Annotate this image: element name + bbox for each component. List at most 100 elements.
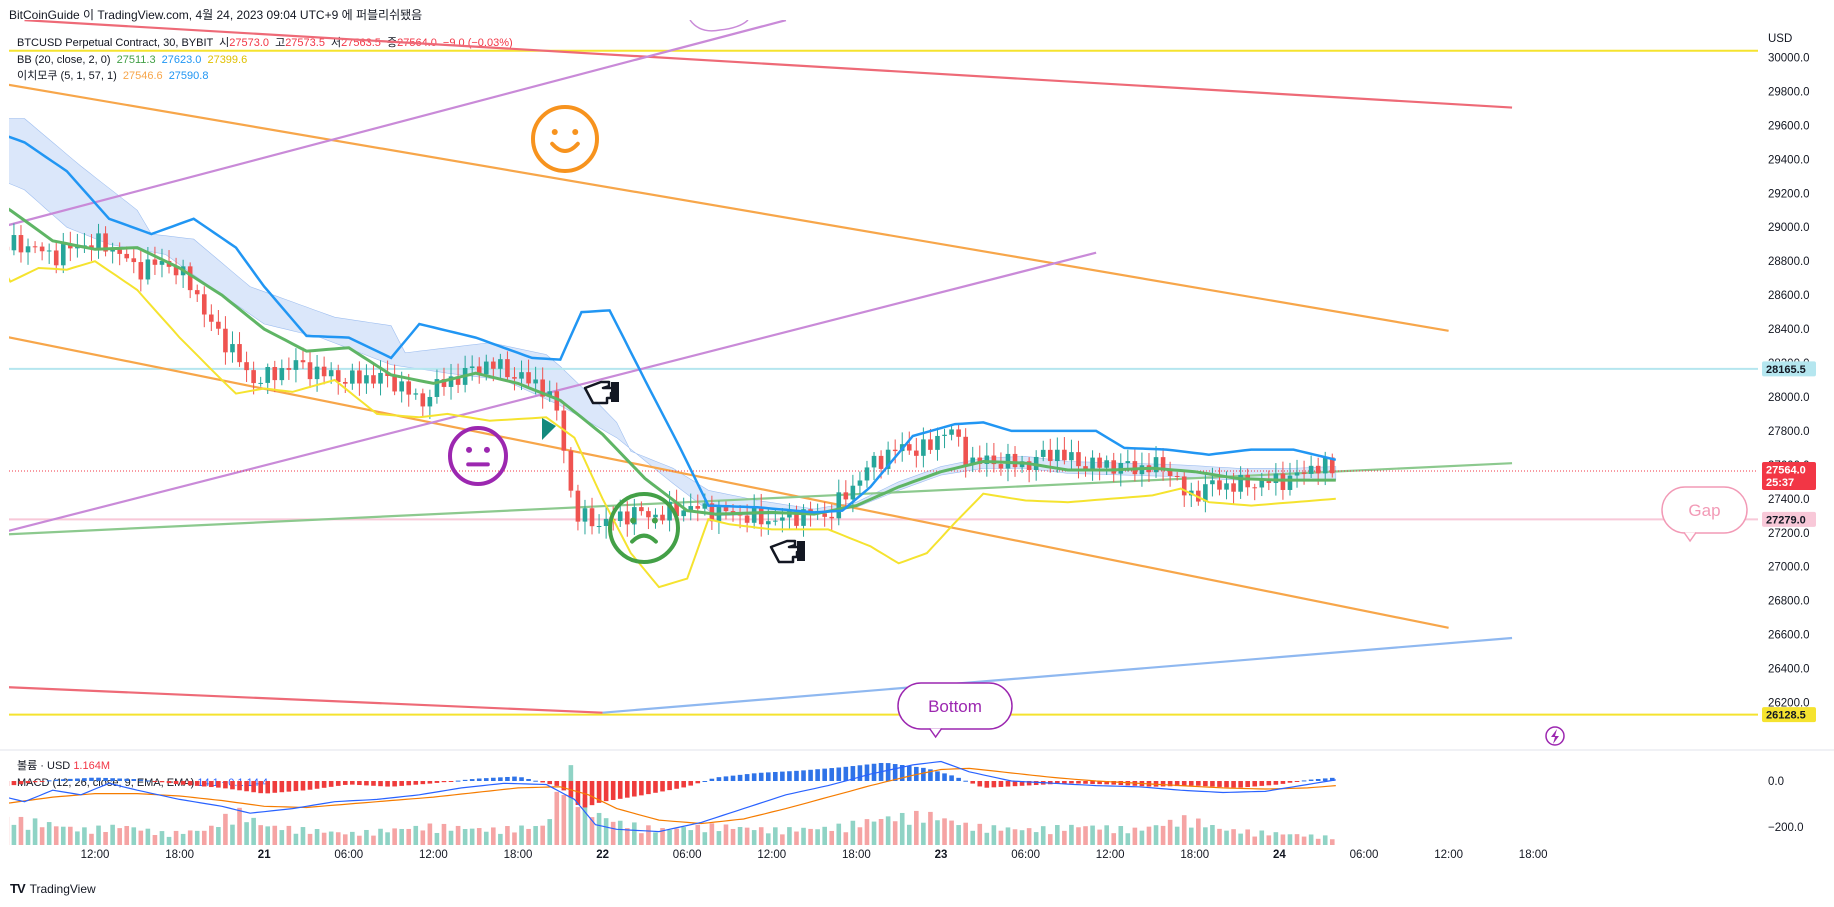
volume-bar	[850, 820, 856, 845]
price-tick-label: 26600.0	[1768, 630, 1810, 642]
trend-line-orange-upper[interactable]	[0, 78, 1449, 332]
candle-body	[780, 517, 785, 521]
macd-pane[interactable]	[0, 760, 1336, 846]
macd-histogram-bar	[921, 767, 926, 781]
volume-bar	[1076, 827, 1081, 845]
price-tag[interactable]	[1762, 707, 1816, 723]
legend-ichimoku-label[interactable]: 이치모쿠 (5, 1, 57, 1)	[17, 70, 117, 82]
happy-face-icon[interactable]	[531, 105, 599, 173]
candle-body	[1181, 476, 1187, 496]
macd-histogram-bar	[441, 781, 447, 783]
macd-histogram-bar	[1012, 781, 1018, 787]
sad-face-icon[interactable]	[608, 492, 680, 564]
price-pane[interactable]	[0, 20, 1758, 716]
candle-body	[794, 510, 799, 526]
bb-basis-line[interactable]	[0, 185, 1336, 516]
macd-histogram-bar	[526, 778, 531, 781]
trend-line-orange-lower[interactable]	[0, 329, 1449, 629]
price-axis[interactable]: USD 30000.0 29800.0 29600.0 29400.0 29200.0 29…	[1762, 33, 1816, 834]
macd-histogram-bar	[462, 779, 468, 781]
candle-body	[914, 450, 919, 456]
gap-callout[interactable]: Gap	[1661, 486, 1748, 543]
price-tick-label: 28400.0	[1768, 324, 1810, 336]
volume-bar	[406, 828, 412, 845]
time-axis[interactable]: 12:00 18:00 21 06:00 12:00 18:00 22 06:00 12:00 1…	[81, 849, 1548, 861]
volume-label[interactable]: 볼륨 · USD	[17, 760, 71, 772]
lightning-icon[interactable]	[1545, 726, 1565, 746]
candle-body	[342, 382, 348, 384]
price-tick-label: 27400.0	[1768, 494, 1810, 506]
price-tick-label: 27800.0	[1768, 426, 1810, 438]
macd-histogram-bar	[617, 781, 623, 799]
macd-line[interactable]	[0, 760, 1336, 833]
macd-histogram-bar	[279, 781, 285, 793]
trend-line-red-lower[interactable]	[0, 686, 603, 714]
macd-histogram-bar	[695, 781, 701, 784]
macd-histogram-bar	[1097, 781, 1102, 785]
candle-body	[519, 372, 524, 379]
trend-line-blue[interactable]	[602, 636, 1513, 714]
candle-body	[1160, 457, 1166, 469]
candle-body	[476, 366, 482, 375]
volume-bar	[836, 823, 842, 845]
footer-brand-text: TradingView	[29, 881, 96, 896]
legend-bb-label[interactable]: BB (20, close, 2, 0)	[17, 53, 111, 66]
candle-body	[39, 246, 45, 252]
neutral-face-icon[interactable]	[448, 426, 508, 486]
macd-histogram-bar	[540, 781, 545, 783]
time-tick-label: 24	[1273, 849, 1286, 861]
macd-histogram-bar	[1301, 780, 1307, 782]
volume-bar	[244, 822, 249, 845]
volume-bar	[1125, 833, 1131, 845]
candle-body	[1315, 465, 1321, 474]
volume-bar	[1153, 825, 1159, 845]
volume-bar	[906, 824, 912, 845]
volume-bar	[103, 831, 108, 845]
candle-body	[773, 520, 778, 522]
legend-open-label: 시	[219, 37, 230, 49]
candle-body	[984, 455, 990, 464]
volume-bar	[1329, 839, 1335, 845]
candle-body	[223, 328, 228, 353]
volume-bar	[237, 807, 242, 845]
bb-upper-line[interactable]	[0, 132, 1337, 514]
volume-bar	[53, 826, 59, 845]
trend-line-green[interactable]	[0, 462, 1513, 536]
macd-signal-line[interactable]	[0, 767, 1336, 825]
trend-line-purple-upper[interactable]	[0, 20, 787, 236]
trend-line-purple-lower[interactable]	[0, 251, 1097, 542]
volume-bar	[582, 798, 588, 845]
volume-bar	[68, 826, 73, 845]
price-axis-unit: USD	[1768, 33, 1792, 45]
bottom-callout[interactable]: Bottom	[897, 682, 1013, 739]
candle-body	[1069, 452, 1074, 461]
volume-bar	[265, 826, 271, 845]
macd-histogram-bar	[187, 781, 193, 786]
flag-marker-icon[interactable]	[542, 418, 556, 440]
price-tag[interactable]	[1762, 361, 1816, 377]
macd-histogram-bar	[427, 781, 433, 784]
volume-bar	[942, 818, 947, 845]
pointing-hand-icon[interactable]	[583, 380, 619, 405]
pointing-hand-icon[interactable]	[769, 539, 805, 564]
footer-brand[interactable]: TV TradingView	[10, 881, 96, 896]
volume-bar	[89, 833, 94, 845]
macd-histogram-bar	[209, 781, 214, 788]
trend-line-red-upper[interactable]	[24, 20, 1513, 109]
volume-bar	[780, 834, 785, 845]
volume-bar	[758, 827, 764, 845]
price-tag-label: 27279.0	[1766, 514, 1806, 526]
macd-histogram-bar	[660, 781, 665, 792]
legend-symbol[interactable]: BTCUSD Perpetual Contract, 30, BYBIT	[17, 37, 214, 49]
candle-body	[737, 514, 743, 516]
price-tag[interactable]	[1762, 511, 1816, 527]
top-callout-fragment[interactable]	[689, 20, 749, 32]
legend-ichimoku-row: 이치모쿠 (5, 1, 57, 1) 27546.6 27590.8	[17, 68, 513, 85]
macd-histogram-bar	[1210, 781, 1215, 787]
legend-high: 27573.5	[285, 37, 325, 49]
price-tag[interactable]	[1762, 461, 1816, 490]
bb-lower-line[interactable]	[0, 231, 1336, 589]
candle-body	[596, 525, 602, 527]
candle-body	[321, 366, 327, 377]
